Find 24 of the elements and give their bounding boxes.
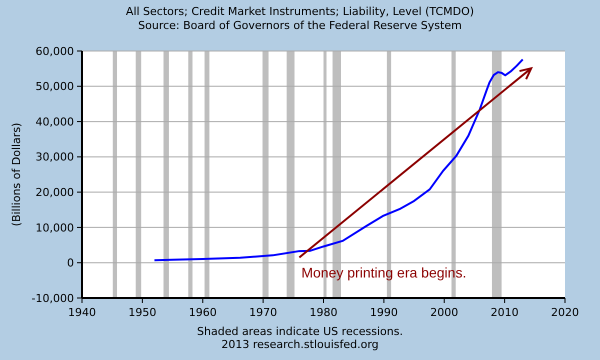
chart-title: All Sectors; Credit Market Instruments; Liability, Level (TCMDO) [126, 5, 474, 18]
y-tick-label: 60,000 [36, 44, 74, 58]
x-tick-label: 1980 [310, 306, 338, 319]
y-axis-title: (Billions of Dollars) [10, 122, 23, 226]
y-tick-label: 50,000 [36, 80, 74, 94]
x-tick-label: 1950 [128, 306, 156, 319]
y-tick-label: 40,000 [36, 115, 74, 128]
x-tick-label: 1960 [188, 306, 217, 319]
y-tick-label: 20,000 [36, 186, 74, 199]
y-tick-label: -10,000 [32, 292, 74, 305]
x-tick-label: 2020 [551, 306, 579, 319]
x-tick-label: 1990 [370, 306, 398, 319]
x-tick-label: 1970 [249, 306, 278, 319]
x-tick-label: 2010 [490, 306, 519, 319]
text: Shaded areas indicate US recessions. [197, 325, 403, 338]
line-series [153, 58, 524, 262]
y-tick-label: 0 [67, 256, 74, 270]
x-tick-label: 1940 [68, 306, 96, 319]
text: 2013 research.stlouisfed.org [221, 338, 379, 351]
y-tick-label: 10,000 [36, 221, 74, 234]
x-tick-label: 2000 [430, 306, 458, 319]
y-tick-label: 30,000 [36, 150, 74, 164]
chart-subtitle: Source: Board of Governors of the Federal Reserve System [138, 19, 462, 32]
annotation: Money printing era begins. [301, 264, 466, 280]
